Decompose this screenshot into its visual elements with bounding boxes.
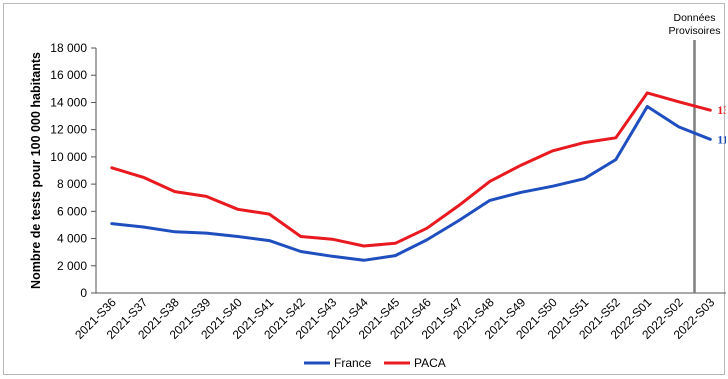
- series-line-paca: [110, 91, 712, 248]
- y-tick-label: 10 000: [50, 150, 87, 164]
- y-tick-label: 0: [80, 286, 87, 300]
- end-label-paca: 13 430: [717, 103, 726, 117]
- y-tick-label: 14 000: [50, 95, 87, 109]
- y-axis: 0 2 000 4 000 6 000 8 000 10 000 12 000 14 000 1…: [50, 41, 97, 300]
- x-axis: 2021-S362021-S372021-S382021-S392021-S40…: [72, 292, 726, 342]
- y-tick-label: 6 000: [57, 204, 87, 218]
- legend-label: France: [334, 356, 372, 370]
- y-tick-label: 8 000: [57, 177, 87, 191]
- y-tick-label: 4 000: [57, 232, 87, 246]
- legend-label: PACA: [414, 356, 446, 370]
- series-line-france: [110, 105, 712, 262]
- y-tick-label: 12 000: [50, 123, 87, 137]
- y-tick-label: 2 000: [57, 259, 87, 273]
- legend: France PACA: [304, 356, 446, 370]
- annotation-line1: Données: [673, 12, 715, 24]
- line-chart: 0 2 000 4 000 6 000 8 000 10 000 12 000 14 000 1…: [29, 12, 726, 370]
- chart-frame: 0 2 000 4 000 6 000 8 000 10 000 12 000 14 000 1…: [3, 3, 726, 375]
- y-axis-label: Nombre de tests pour 100 000 habitants: [29, 52, 43, 289]
- series-lines: [110, 91, 712, 262]
- end-labels: 11 294 13 430: [717, 103, 726, 146]
- y-tick-label: 18 000: [50, 41, 87, 55]
- y-tick-label: 16 000: [50, 68, 87, 82]
- end-label-france: 11 294: [717, 132, 726, 146]
- annotation-line2: Provisoires: [669, 25, 721, 37]
